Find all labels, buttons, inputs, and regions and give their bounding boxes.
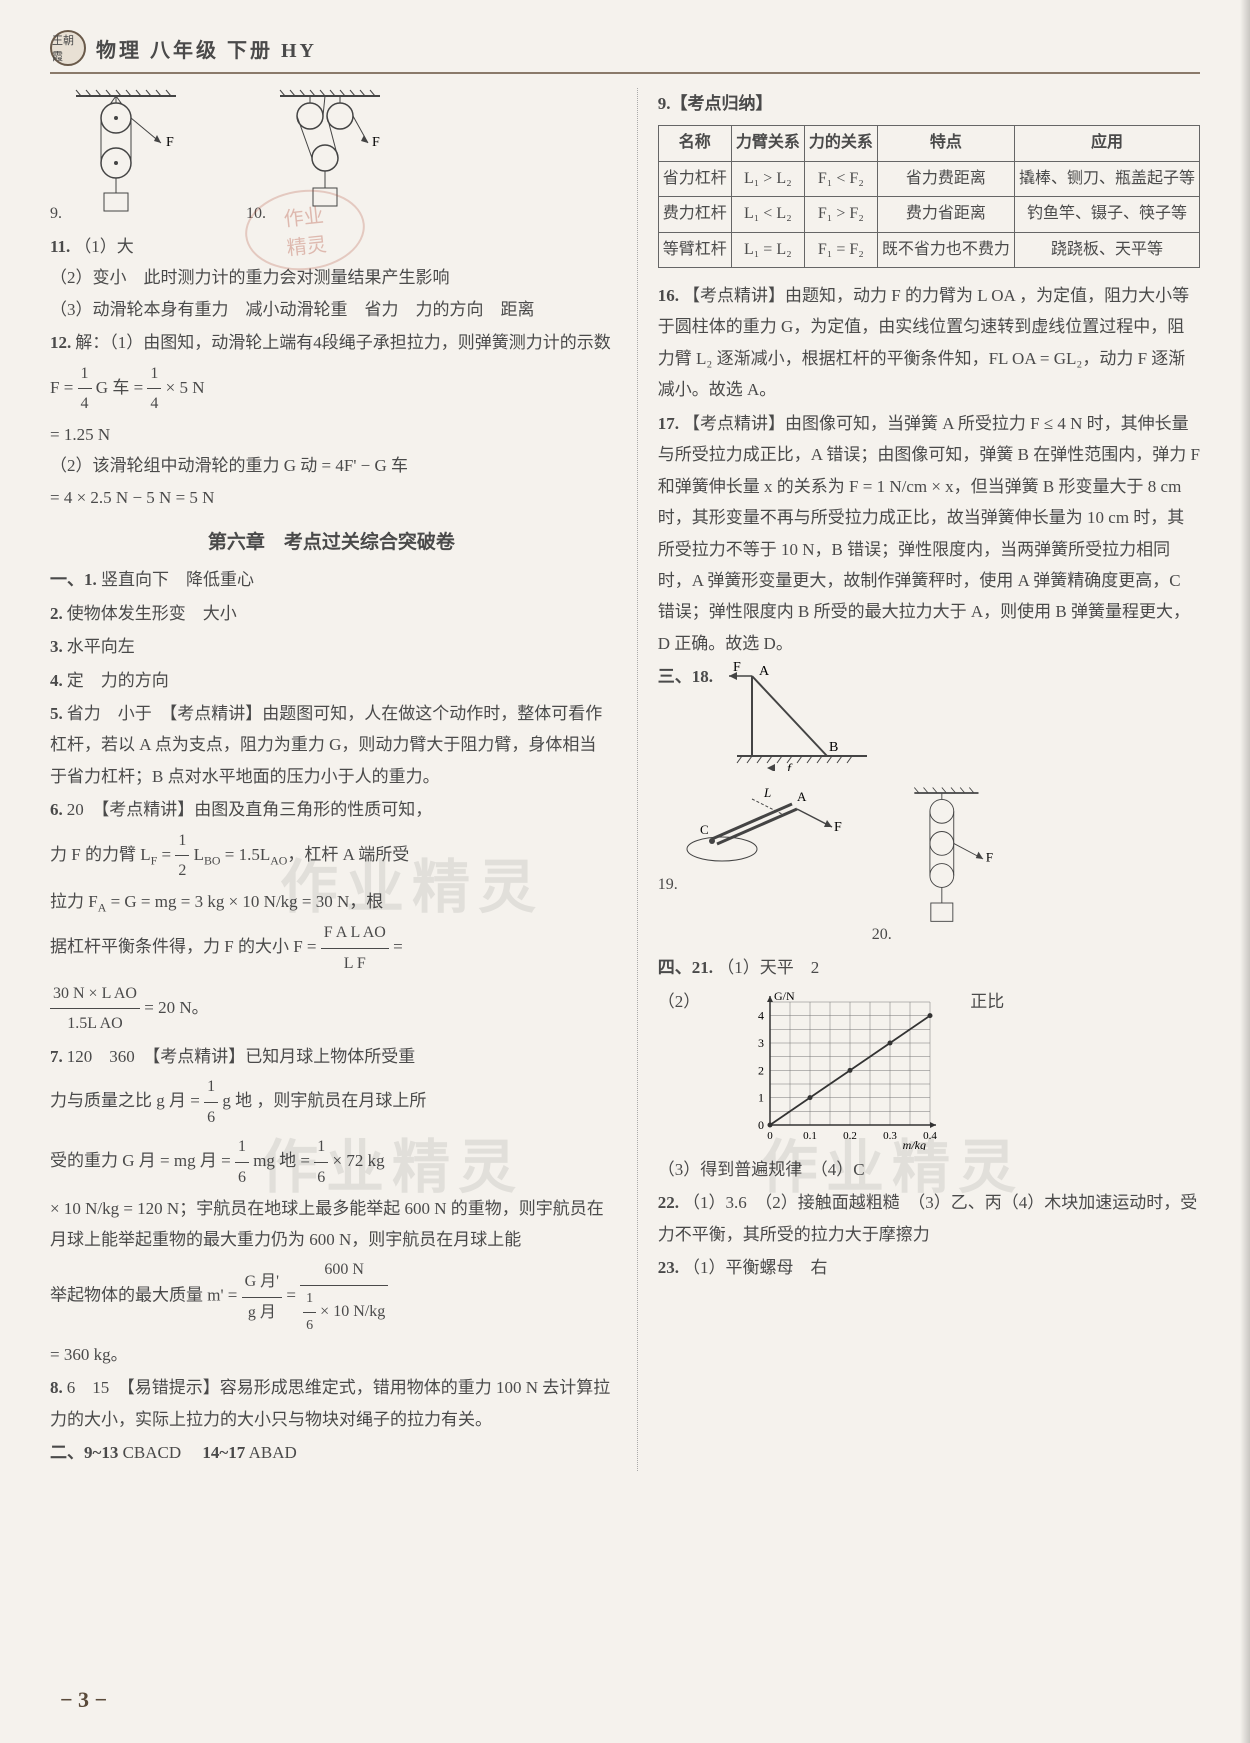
- svg-text:4: 4: [758, 1008, 764, 1022]
- pulley-diagrams: 9. F: [50, 88, 613, 223]
- svg-text:0.3: 0.3: [883, 1130, 897, 1142]
- section-2: 二、9~13 CBACD 14~17 ABAD: [50, 1437, 613, 1468]
- svg-text:0.1: 0.1: [803, 1130, 817, 1142]
- answer-21-2: （2） 0123400.10.20.30.4G/Nm/kg 正比: [658, 986, 1200, 1152]
- svg-text:1: 1: [758, 1090, 764, 1104]
- svg-text:F: F: [986, 851, 993, 865]
- page-number: − 3 −: [60, 1687, 107, 1713]
- table-header: 应用: [1014, 126, 1199, 161]
- answer-11: 11.（1）大 （2）变小 此时测力计的重力会对测量结果产生影响 （3）动滑轮本…: [50, 231, 613, 325]
- q19-label: 19.: [658, 876, 678, 893]
- q20-label: 20.: [872, 926, 892, 943]
- table-row: 等臂杠杆L₁ = L₂F₁ = F₂既不省力也不费力跷跷板、天平等: [658, 232, 1199, 267]
- section-3: 三、18. F A B f: [658, 661, 1200, 771]
- svg-text:0: 0: [758, 1118, 764, 1132]
- section-4: 四、21. （1）天平 2: [658, 952, 1200, 983]
- gn-chart: 0123400.10.20.30.4G/Nm/kg: [740, 990, 940, 1150]
- answer-7: 7.120 360 【考点精讲】已知月球上物体所受重 力与质量之比 g 月 = …: [50, 1041, 613, 1371]
- svg-text:A: A: [759, 664, 770, 679]
- answer-8: 8.6 15 【易错提示】容易形成思维定式，错用物体的重力 100 N 去计算拉…: [50, 1372, 613, 1435]
- q9-label: 9.: [50, 205, 62, 222]
- table-row: 省力杠杆L₁ > L₂F₁ < F₂省力费距离撬棒、铡刀、瓶盖起子等: [658, 161, 1199, 196]
- chapter-title: 第六章 考点过关综合突破卷: [50, 527, 613, 554]
- table-row: 费力杠杆L₁ < L₂F₁ > F₂费力省距离钓鱼竿、镊子、筷子等: [658, 197, 1199, 232]
- answer-5: 5.省力 小于 【考点精讲】由题图可知，人在做这个动作时，整体可看作杠杆，若以 …: [50, 698, 613, 792]
- answer-23: 23.（1）平衡螺母 右: [658, 1252, 1200, 1283]
- answer-21-3: （3）得到普遍规律 （4）C: [658, 1154, 1200, 1185]
- svg-text:f: f: [787, 762, 793, 771]
- q9-right-label: 9.【考点归纳】: [658, 88, 1200, 119]
- svg-text:F: F: [166, 135, 174, 150]
- svg-text:F: F: [372, 135, 380, 150]
- lever-table: 名称力臂关系力的关系特点应用 省力杠杆L₁ > L₂F₁ < F₂省力费距离撬棒…: [658, 125, 1200, 268]
- answer-16: 16.【考点精讲】由题知，动力 F 的力臂为 L OA ，为定值，阻力大小等于圆…: [658, 280, 1200, 406]
- pulley-diagram-10: F: [270, 88, 390, 218]
- answer-12: 12.解：（1）由图知，动滑轮上端有4段绳子承担拉力，则弹簧测力计的示数 F =…: [50, 327, 613, 513]
- svg-text:0.2: 0.2: [843, 1130, 857, 1142]
- section-1: 一、1. 竖直向下 降低重心: [50, 564, 613, 595]
- left-column: 9. F: [50, 88, 613, 1471]
- svg-text:F: F: [834, 820, 842, 835]
- series-badge: 王朝霞: [50, 30, 86, 66]
- table-header: 力的关系: [804, 126, 877, 161]
- table-header: 力臂关系: [731, 126, 804, 161]
- book-title: 物理 八年级 下册 HY: [96, 34, 317, 63]
- svg-text:L: L: [763, 785, 771, 800]
- svg-text:3: 3: [758, 1036, 764, 1050]
- answer-3: 3.水平向左: [50, 631, 613, 662]
- diagram-19: C A L F: [682, 779, 852, 889]
- answer-4: 4.定 力的方向: [50, 665, 613, 696]
- answer-22: 22.（1）3.6 （2）接触面越粗糙 （3）乙、丙（4）木块加速运动时，受力不…: [658, 1187, 1200, 1250]
- answer-2: 2.使物体发生形变 大小: [50, 598, 613, 629]
- diagram-20: F: [896, 779, 1006, 939]
- q10-label: 10.: [246, 205, 266, 222]
- right-column: 9.【考点归纳】 名称力臂关系力的关系特点应用 省力杠杆L₁ > L₂F₁ < …: [637, 88, 1200, 1471]
- answer-17: 17.【考点精讲】由图像可知，当弹簧 A 所受拉力 F ≤ 4 N 时，其伸长量…: [658, 408, 1200, 660]
- pulley-diagram-9: F: [66, 88, 186, 218]
- page-header: 王朝霞 物理 八年级 下册 HY: [50, 30, 1200, 74]
- svg-text:B: B: [829, 740, 838, 755]
- answer-6: 6.20 【考点精讲】由图及直角三角形的性质可知， 力 F 的力臂 LF = 1…: [50, 794, 613, 1038]
- svg-text:0: 0: [768, 1130, 774, 1142]
- table-header: 名称: [658, 126, 731, 161]
- table-header: 特点: [877, 126, 1014, 161]
- page-shadow: [1240, 0, 1250, 1743]
- svg-text:F: F: [733, 661, 741, 675]
- svg-text:G/N: G/N: [774, 990, 795, 1003]
- svg-text:C: C: [700, 822, 709, 837]
- svg-text:A: A: [797, 789, 807, 804]
- svg-text:2: 2: [758, 1063, 764, 1077]
- diagram-18: F A B f: [717, 661, 877, 771]
- svg-text:m/kg: m/kg: [903, 1138, 926, 1150]
